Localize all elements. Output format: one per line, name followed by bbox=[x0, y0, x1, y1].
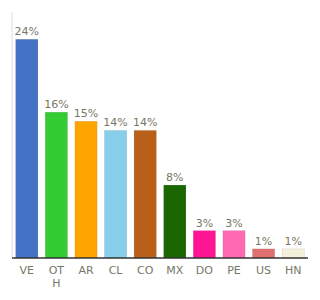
data-label: 3% bbox=[225, 217, 242, 230]
data-label: 8% bbox=[166, 171, 183, 184]
bars bbox=[16, 39, 305, 258]
data-label: 3% bbox=[196, 217, 213, 230]
data-label: 14% bbox=[103, 116, 127, 129]
bar bbox=[134, 130, 156, 258]
x-tick-labels: VE OTH AR CL CO MX DO PE US HN bbox=[20, 264, 302, 290]
x-tick-label: VE bbox=[20, 264, 35, 277]
data-labels: 24% 16% 15% 14% 14% 8% 3% 3% 1% 1% bbox=[15, 25, 302, 248]
x-tick-label: CL bbox=[109, 264, 124, 277]
chart: 24% 16% 15% 14% 14% 8% 3% 3% 1% 1% VE OTH AR CL CO MX DO… bbox=[0, 0, 320, 300]
bar bbox=[282, 249, 304, 258]
x-tick-label: MX bbox=[166, 264, 183, 277]
x-tick-label: HN bbox=[285, 264, 302, 277]
data-label: 16% bbox=[44, 98, 68, 111]
data-label: 1% bbox=[284, 235, 301, 248]
bar bbox=[75, 121, 97, 258]
bar bbox=[164, 185, 186, 258]
x-axis-line bbox=[12, 257, 308, 259]
bar bbox=[253, 249, 275, 258]
x-tick-label: PE bbox=[227, 264, 241, 277]
x-tick-label: OTH bbox=[49, 264, 65, 290]
x-tick-label: US bbox=[256, 264, 271, 277]
data-label: 24% bbox=[15, 25, 39, 38]
x-tick-label: DO bbox=[196, 264, 213, 277]
bar bbox=[193, 231, 215, 258]
bar bbox=[105, 130, 127, 258]
x-tick-label: CO bbox=[137, 264, 154, 277]
bar bbox=[16, 39, 38, 258]
bar bbox=[223, 231, 245, 258]
x-tick-label: AR bbox=[78, 264, 94, 277]
data-label: 1% bbox=[255, 235, 272, 248]
bar bbox=[45, 112, 67, 258]
chart-container: 24% 16% 15% 14% 14% 8% 3% 3% 1% 1% VE OTH AR CL CO MX DO… bbox=[0, 0, 320, 300]
data-label: 14% bbox=[133, 116, 157, 129]
data-label: 15% bbox=[74, 107, 98, 120]
y-axis-line bbox=[12, 12, 13, 258]
